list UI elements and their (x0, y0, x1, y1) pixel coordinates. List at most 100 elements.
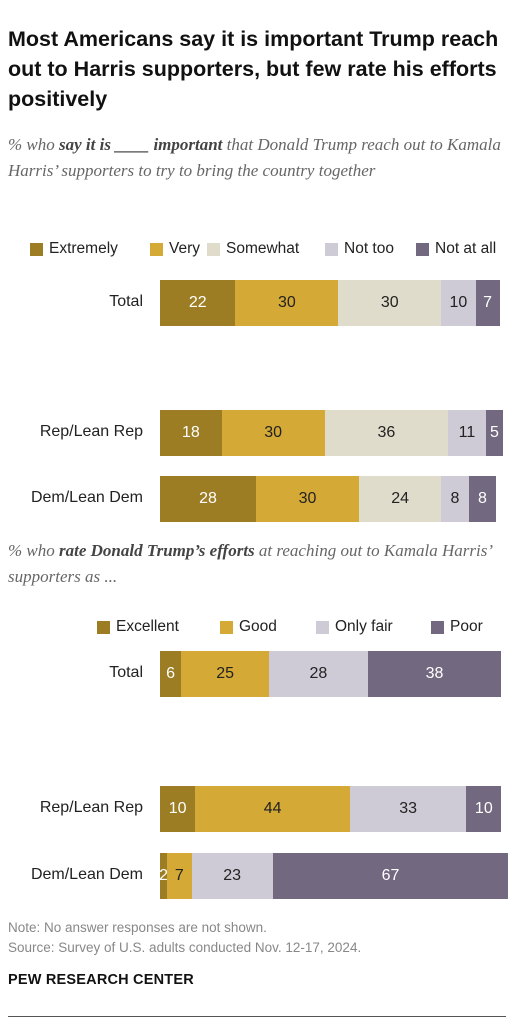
chart-title: Most Americans say it is important Trump… (8, 27, 499, 111)
data-label: 22 (188, 294, 207, 311)
data-label: 10 (449, 294, 468, 311)
bar-segment-not-at-all: 8 (468, 476, 497, 522)
legend-label: Excellent (116, 618, 179, 635)
legend-swatch (316, 620, 329, 634)
brand-logo-text: PEW RESEARCH CENTER (8, 972, 194, 988)
data-label: 33 (399, 800, 418, 817)
data-label: 8 (450, 490, 460, 507)
legend-swatch (207, 242, 220, 256)
data-label: 30 (380, 294, 399, 311)
data-label: 67 (381, 867, 400, 884)
bar-segment-not-too: 11 (448, 410, 486, 456)
bar-segment-only-fair: 28 (269, 651, 368, 697)
legend-label: Not at all (435, 240, 497, 257)
data-label: 18 (181, 424, 200, 441)
subtitle-rating-bold: rate Donald Trump’s efforts (59, 541, 255, 560)
legend-swatch (150, 242, 163, 256)
legend-label: Very (169, 240, 201, 257)
bar-segment-very: 30 (235, 280, 339, 326)
data-label: 7 (483, 294, 492, 311)
bar-segment-extremely: 18 (160, 410, 222, 456)
legend-item-good: Good (220, 618, 277, 636)
bar-segment-good: 7 (167, 853, 192, 899)
data-label: 11 (458, 424, 476, 441)
legend-label: Poor (450, 618, 483, 635)
row-label-rep-lean-rep: Rep/Lean Rep (39, 423, 143, 440)
legend-item-extremely: Extremely (30, 240, 118, 258)
data-label: 25 (216, 665, 234, 682)
bar-segment-somewhat: 24 (358, 476, 442, 522)
bar-segment-excellent: 2 (159, 853, 168, 899)
bar-segment-somewhat: 36 (324, 410, 449, 456)
bar-segment-not-too: 10 (441, 280, 476, 326)
bar-segment-excellent: 6 (160, 651, 182, 697)
bar-segment-poor: 10 (466, 786, 502, 832)
subtitle-rating-prefix: % who (8, 541, 59, 560)
bottom-divider (8, 1016, 506, 1017)
bar-segment-only-fair: 23 (191, 853, 273, 899)
bar-segment-very: 30 (256, 476, 359, 522)
row-label-total: Total (109, 293, 143, 310)
subtitle-importance-prefix: % who (8, 135, 59, 154)
data-label: 30 (264, 424, 283, 441)
data-label: 5 (489, 424, 499, 441)
legend-item-poor: Poor (431, 618, 483, 636)
row-label-dem-lean-dem: Dem/Lean Dem (30, 489, 143, 506)
bar-segment-extremely: 28 (160, 476, 257, 522)
data-label: 30 (278, 294, 296, 311)
bar-segment-not-at-all: 5 (485, 410, 503, 456)
data-label: 8 (477, 490, 487, 507)
data-label: 36 (377, 424, 396, 441)
data-label: 10 (168, 800, 187, 817)
bar-segment-not-too: 8 (441, 476, 469, 522)
legend-swatch (220, 620, 233, 634)
data-label: 44 (263, 800, 282, 817)
legend-swatch (431, 620, 444, 634)
data-label: 7 (174, 867, 184, 884)
data-label: 24 (391, 490, 409, 507)
legend-label: Not too (344, 240, 394, 257)
data-label: 30 (298, 490, 317, 507)
data-label: 28 (309, 665, 328, 682)
data-label: 6 (166, 665, 175, 682)
legend-swatch (30, 242, 43, 256)
subtitle-rating: % who rate Donald Trump’s efforts at rea… (8, 538, 508, 590)
subtitle-rating-suffix: at reaching out to Kamala Harris’ suppor… (8, 541, 492, 586)
legend-item-only-fair: Only fair (316, 618, 393, 636)
bar-segment-only-fair: 33 (350, 786, 467, 832)
legend-item-excellent: Excellent (97, 618, 179, 636)
legend-item-very: Very (150, 240, 200, 258)
subtitle-importance-suffix: that Donald Trump reach out to Kamala Ha… (8, 135, 501, 180)
legend-item-not-at-all: Not at all (416, 240, 496, 258)
legend-swatch (416, 242, 429, 256)
bar-segment-excellent: 10 (160, 786, 196, 832)
data-label: 2 (159, 867, 168, 884)
row-label-total: Total (109, 664, 143, 681)
legend-swatch (97, 620, 110, 634)
legend-label: Somewhat (226, 240, 300, 257)
note-text: Note: No answer responses are not shown. (8, 920, 267, 935)
legend-label: Only fair (335, 618, 393, 635)
data-label: 38 (425, 665, 444, 682)
subtitle-importance-bold: say it is ____ important (59, 135, 223, 154)
bar-segment-good: 25 (181, 651, 270, 697)
bar-segment-poor: 67 (272, 853, 509, 899)
bar-segment-extremely: 22 (160, 280, 236, 326)
row-label-dem-lean-dem: Dem/Lean Dem (30, 866, 143, 883)
data-label: 23 (223, 867, 242, 884)
subtitle-importance: % who say it is ____ important that Dona… (8, 132, 508, 184)
bar-segment-very: 30 (221, 410, 325, 456)
bar-segment-somewhat: 30 (338, 280, 442, 326)
legend-label: Good (239, 618, 277, 635)
source-text: Source: Survey of U.S. adults conducted … (8, 940, 362, 955)
bar-segment-good: 44 (195, 786, 351, 832)
bar-segment-poor: 38 (367, 651, 502, 697)
data-label: 10 (474, 800, 493, 817)
row-label-rep-lean-rep: Rep/Lean Rep (39, 799, 143, 816)
bar-segment-not-at-all: 7 (475, 280, 500, 326)
legend-item-not-too: Not too (325, 240, 394, 258)
legend-swatch (325, 242, 338, 256)
legend-label: Extremely (49, 240, 118, 257)
data-label: 28 (199, 490, 217, 507)
legend-item-somewhat: Somewhat (207, 240, 299, 258)
